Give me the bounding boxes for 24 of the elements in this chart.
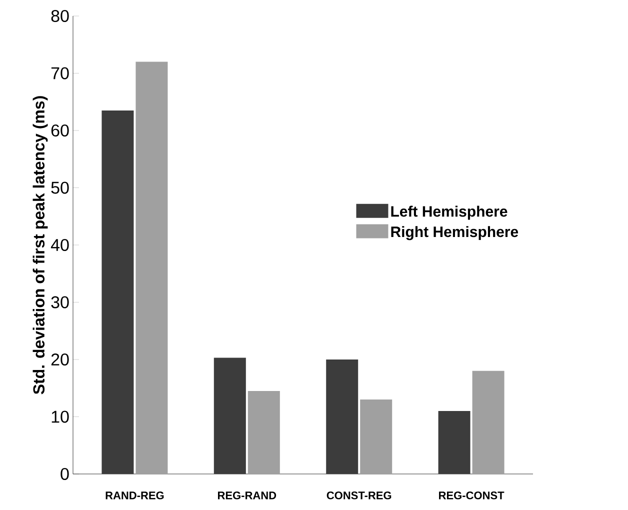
bar: [360, 400, 392, 474]
x-tick-label: REG-CONST: [439, 492, 504, 500]
y-axis-title: Std. deviation of first peak latency (ms): [32, 96, 48, 394]
bar: [472, 370, 504, 474]
x-tick-label: CONST-REG: [326, 492, 392, 500]
y-tick-label: 30: [51, 296, 69, 308]
bar: [326, 359, 358, 474]
y-tick-label: 20: [51, 353, 69, 366]
bar: [136, 62, 168, 474]
bar: [248, 390, 280, 474]
y-tick-label: 60: [51, 124, 69, 137]
y-tick-label: 50: [51, 182, 69, 194]
legend-label: Left Hemisphere: [391, 206, 508, 220]
legend-label: Right Hemisphere: [391, 226, 518, 240]
bar: [438, 411, 470, 474]
x-tick-label: REG-RAND: [218, 492, 276, 500]
y-tick-label: 10: [52, 410, 69, 423]
y-tick-label: 80: [51, 10, 69, 22]
x-tick-label: RAND-REG: [106, 492, 164, 500]
y-tick-label: 0: [60, 468, 69, 480]
bar: [102, 110, 134, 474]
bar: [214, 358, 246, 474]
y-tick-label: 70: [51, 67, 69, 80]
y-tick-label: 40: [50, 238, 69, 252]
